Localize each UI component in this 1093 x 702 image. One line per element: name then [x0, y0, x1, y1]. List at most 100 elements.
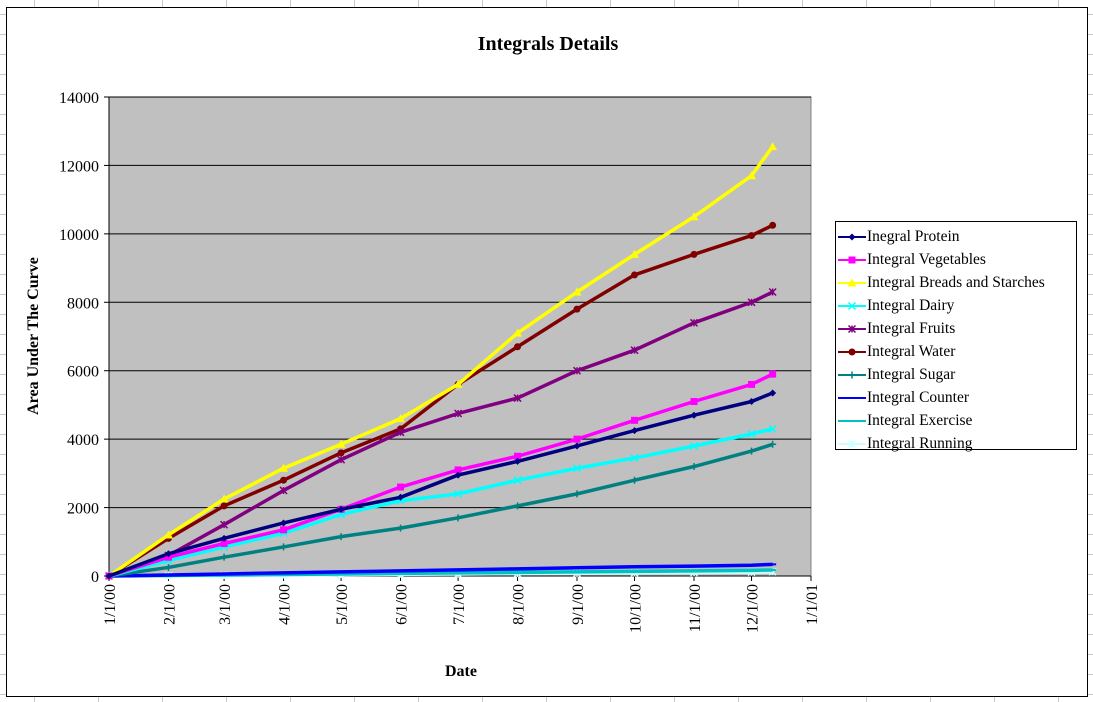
data-point [630, 346, 639, 355]
x-tick-label: 10/1/00 [628, 584, 645, 633]
data-point [572, 464, 582, 473]
data-point [768, 142, 778, 151]
legend-item: Integral Counter [836, 386, 1076, 409]
legend-label: Inegral Protein [867, 227, 960, 245]
legend-marker [847, 324, 857, 333]
legend-item: Integral Sugar [836, 363, 1076, 386]
legend-marker [848, 233, 856, 240]
data-point [769, 221, 777, 229]
data-point [573, 435, 581, 443]
data-point [631, 416, 639, 424]
legend-marker [847, 301, 857, 310]
legend-key [838, 233, 866, 240]
chart-area: Integrals Details 0 2000 4000 6000 8000 10000… [6, 7, 1088, 697]
x-tick-label: 7/1/00 [451, 584, 468, 625]
data-point [768, 287, 777, 297]
data-point [748, 380, 756, 388]
data-point [164, 550, 172, 558]
legend-label: Integral Dairy [867, 296, 955, 314]
data-point [220, 534, 228, 542]
data-point [513, 394, 522, 403]
data-point [631, 271, 639, 279]
data-point [220, 520, 229, 529]
x-tick-label: 8/1/00 [511, 584, 528, 625]
legend-label: Integral Sugar [867, 365, 956, 383]
y-tick-label: 12000 [59, 158, 99, 175]
x-tick-label: 9/1/00 [570, 584, 587, 625]
data-point [631, 476, 639, 484]
data-point [747, 429, 756, 439]
legend-label: Integral Running [867, 434, 973, 452]
legend-label: Integral Exercise [867, 411, 973, 429]
legend-marker [847, 278, 857, 286]
data-point [397, 524, 405, 532]
data-point [337, 505, 345, 513]
data-point [279, 486, 288, 495]
data-point [163, 530, 173, 539]
data-point [768, 424, 777, 433]
x-tick-label: 5/1/00 [334, 584, 351, 625]
data-point [280, 543, 288, 551]
series-integral-sugar [105, 440, 777, 580]
legend-key [838, 371, 866, 378]
y-tick-label: 10000 [59, 227, 99, 244]
data-point [280, 476, 288, 484]
legend-label: Integral Vegetables [867, 250, 986, 268]
data-point [454, 471, 462, 479]
y-tick-label: 8000 [67, 295, 99, 312]
data-point [337, 455, 346, 464]
legend-label: Integral Breads and Starches [867, 273, 1045, 291]
data-point [747, 298, 756, 307]
data-point [514, 343, 522, 351]
data-point [220, 539, 228, 547]
legend-item: Integral Exercise [836, 409, 1076, 432]
data-point [747, 171, 757, 180]
data-point [690, 463, 698, 471]
legend-item: Integral Running [836, 432, 1076, 455]
x-tick-label: 2/1/00 [161, 584, 178, 625]
data-point [630, 249, 640, 258]
data-point [220, 553, 228, 561]
y-tick-label: 4000 [67, 432, 99, 449]
data-point [631, 427, 639, 435]
data-point [396, 428, 405, 437]
y-tick-label: 6000 [67, 364, 99, 381]
data-point [279, 463, 289, 472]
legend-key [838, 301, 866, 310]
legend-key [838, 439, 866, 448]
legend-label: Integral Counter [867, 388, 970, 406]
y-axis: 0 2000 4000 6000 8000 10000 12000 14000 [59, 90, 110, 586]
legend-item: Integral Dairy [836, 294, 1076, 317]
data-point [572, 366, 582, 375]
legend-marker [847, 439, 857, 448]
y-axis-title: Area Under The Curve [25, 257, 42, 415]
data-point [689, 212, 699, 221]
x-tick-label: 12/1/00 [745, 584, 762, 633]
data-point [336, 439, 346, 448]
x-tick-label: 4/1/00 [277, 584, 294, 625]
legend-item: Integral Water [836, 340, 1076, 363]
legend-key [838, 419, 866, 422]
data-point [514, 452, 522, 460]
series-inegral-protein [105, 389, 777, 580]
data-point [769, 370, 777, 378]
data-point [105, 572, 113, 580]
data-point [514, 457, 522, 465]
data-point [689, 318, 699, 327]
y-tick-label: 14000 [59, 90, 99, 107]
data-point [514, 502, 522, 510]
data-point [280, 519, 288, 527]
x-tick-label: 11/1/00 [687, 584, 704, 632]
series-integral-counter [105, 562, 777, 578]
legend-label: Integral Water [867, 342, 956, 360]
legend-key [838, 256, 866, 263]
data-point [397, 483, 405, 491]
legend-item: Integral Fruits [836, 317, 1076, 340]
legend-label: Integral Fruits [867, 319, 956, 337]
data-point [690, 398, 698, 406]
legend-key [838, 348, 866, 355]
data-point [690, 250, 698, 258]
data-point [573, 490, 581, 498]
data-point [748, 447, 756, 455]
data-point [396, 414, 406, 423]
